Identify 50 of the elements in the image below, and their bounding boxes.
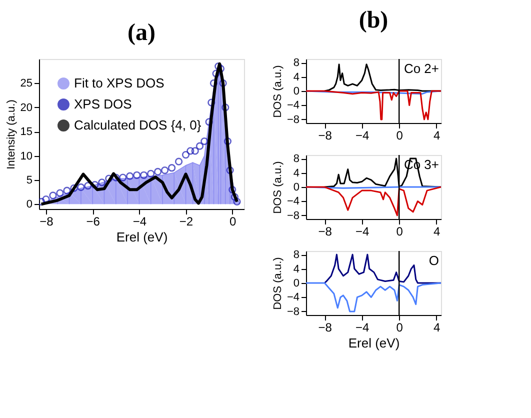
legend-label: XPS DOS xyxy=(74,96,132,112)
y-tick-label: 4 xyxy=(293,71,300,84)
y-tick-label: 8 xyxy=(293,249,300,262)
legend-label: Fit to XPS DOS xyxy=(74,76,165,90)
y-axis-title: DOS (a.u.) xyxy=(272,257,284,310)
x-tick-label: −8 xyxy=(318,224,332,238)
y-tick-label: 0 xyxy=(293,86,300,98)
y-tick-label: 4 xyxy=(293,263,300,276)
y-tick-label: −8 xyxy=(286,114,300,126)
x-tick-label: 4 xyxy=(434,224,440,238)
y-tick-label: 0 xyxy=(293,182,300,194)
annotation: Co 2+ xyxy=(404,61,439,76)
x-tick-label: 0 xyxy=(396,128,404,142)
x-tick-label: 4 xyxy=(434,320,440,334)
y-tick-label: 8 xyxy=(293,153,300,166)
y-tick-label: 5 xyxy=(26,174,32,186)
x-tick-label: 0 xyxy=(396,224,404,238)
y-tick-label: 8 xyxy=(293,57,300,70)
x-tick-label: 0 xyxy=(396,320,404,334)
y-tick-label: 4 xyxy=(293,167,300,180)
y-tick-label: 10 xyxy=(20,150,32,162)
x-tick-label: 4 xyxy=(434,128,440,142)
x-tick-label: −4 xyxy=(132,214,147,228)
chart-title: (a) xyxy=(128,20,156,46)
x-tick-label: −8 xyxy=(318,320,332,334)
x-tick-label: 0 xyxy=(230,214,237,228)
x-tick-label: −4 xyxy=(356,224,370,238)
x-tick-label: −8 xyxy=(40,214,54,228)
y-axis-title: DOS (a.u.) xyxy=(272,65,284,118)
y-tick-label: 0 xyxy=(293,278,300,290)
y-tick-label: −4 xyxy=(286,100,300,112)
y-tick-label: 25 xyxy=(20,78,32,90)
x-axis-title: Erel (eV) xyxy=(116,230,168,244)
annotation: O xyxy=(428,253,439,268)
legend-label: Calculated DOS {4, 0} xyxy=(74,118,202,132)
y-tick-label: −8 xyxy=(286,306,300,318)
x-tick-label: −4 xyxy=(356,128,370,142)
x-tick-label: −2 xyxy=(179,214,194,228)
y-tick-label: −4 xyxy=(286,292,300,304)
x-tick-label: −6 xyxy=(86,214,100,228)
y-tick-label: 20 xyxy=(20,102,32,114)
y-axis-title: Intensity (a.u.) xyxy=(5,100,18,170)
y-tick-label: 0 xyxy=(26,198,32,211)
x-tick-label: −4 xyxy=(356,320,370,334)
y-tick-label: −4 xyxy=(286,196,300,208)
chart-title: (b) xyxy=(358,8,388,34)
y-tick-label: 15 xyxy=(20,126,32,138)
x-axis-title: Erel (eV) xyxy=(348,336,400,350)
y-axis-title: DOS (a.u.) xyxy=(272,161,284,214)
x-tick-label: −8 xyxy=(318,128,332,142)
